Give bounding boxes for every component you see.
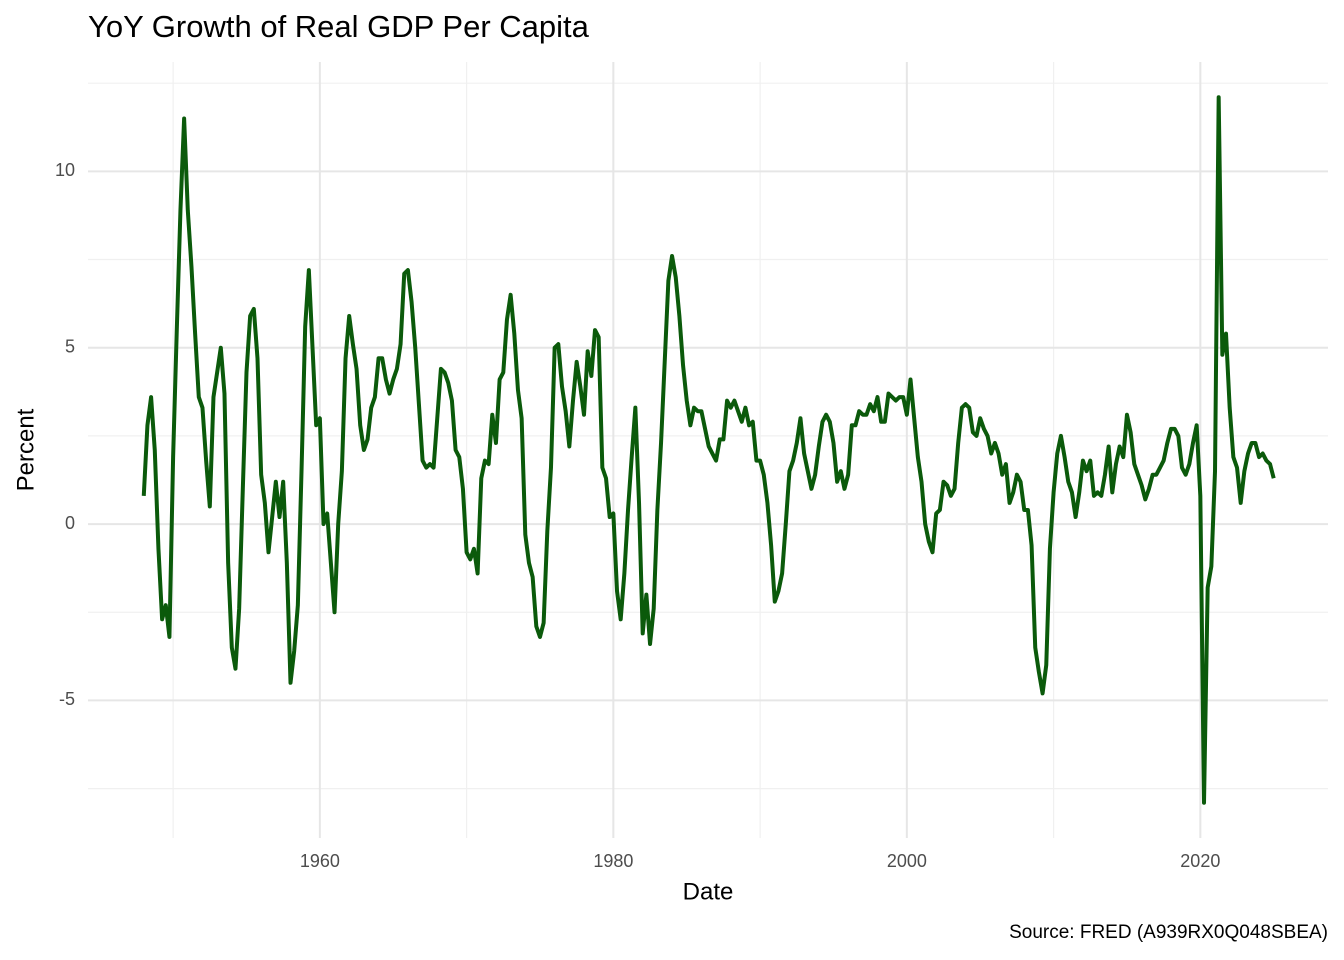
y-tick-label: -5 xyxy=(59,689,75,709)
grid xyxy=(88,62,1328,838)
plot-area xyxy=(141,95,1276,805)
x-tick-label: 1980 xyxy=(593,851,633,871)
caption: Source: FRED (A939RX0Q048SBEA) xyxy=(1009,922,1328,943)
x-tick-label: 1960 xyxy=(300,851,340,871)
y-axis-label: Percent xyxy=(12,408,39,491)
x-tick-label: 2000 xyxy=(887,851,927,871)
y-tick-label: 0 xyxy=(65,513,75,533)
chart-title: YoY Growth of Real GDP Per Capita xyxy=(88,9,590,44)
y-tick-label: 5 xyxy=(65,336,75,356)
data-line xyxy=(141,95,1276,805)
x-tick-label: 2020 xyxy=(1180,851,1220,871)
y-tick-label: 10 xyxy=(55,160,75,180)
x-axis-label: Date xyxy=(683,878,734,905)
